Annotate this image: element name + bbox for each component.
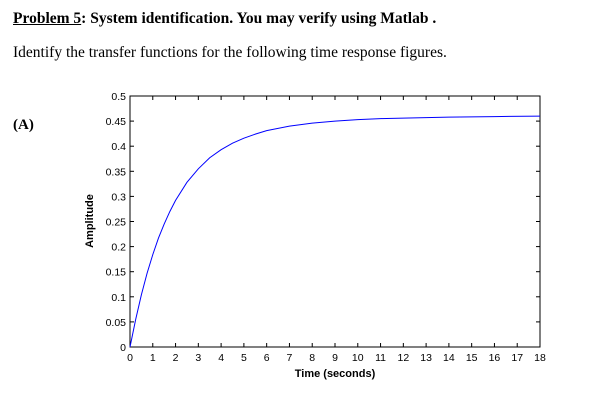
y-tick-label: 0.4	[111, 141, 126, 153]
x-tick-label: 12	[397, 352, 409, 364]
x-tick-label: 2	[173, 352, 179, 364]
x-tick-label: 18	[534, 352, 546, 364]
x-tick-label: 17	[511, 352, 523, 364]
plot-frame	[129, 95, 541, 348]
y-tick-label: 0.35	[106, 166, 127, 178]
y-tick-label: 0.3	[111, 191, 126, 203]
x-tick-label: 3	[195, 352, 201, 364]
x-tick-label: 10	[352, 352, 364, 364]
y-tick-labels: 0 0.05 0.1 0.15 0.2 0.25 0.3 0.35 0.4 0.45 0.5	[106, 91, 127, 354]
x-tick-label: 14	[443, 352, 455, 364]
x-tick-label: 13	[420, 352, 432, 364]
y-tick-label: 0.2	[111, 242, 126, 254]
x-tick-label: 7	[287, 352, 293, 364]
x-axis-label: Time (seconds)	[295, 368, 376, 380]
y-axis-label: Amplitude	[84, 194, 96, 248]
tick-marks	[129, 95, 541, 348]
problem-heading: Problem 5: System identification. You ma…	[13, 10, 436, 28]
part-label: (A)	[13, 117, 34, 133]
x-tick-label: 16	[489, 352, 501, 364]
x-tick-label: 6	[264, 352, 270, 364]
y-tick-label: 0.45	[106, 116, 127, 128]
problem-title: : System identification. You may verify …	[81, 10, 437, 27]
y-tick-label: 0.1	[111, 292, 126, 304]
x-tick-label: 4	[218, 352, 224, 364]
y-tick-label: 0.15	[106, 267, 127, 279]
x-tick-label: 0	[127, 352, 133, 364]
x-tick-labels: 0 1 2 3 4 5 6 7 8 9 10 11 12 13 14 15 16 17 18	[127, 352, 546, 364]
series-line	[129, 115, 541, 348]
x-tick-label: 9	[332, 352, 338, 364]
x-tick-label: 11	[375, 352, 386, 364]
y-tick-label: 0.25	[106, 217, 127, 229]
y-tick-label: 0.05	[106, 317, 127, 329]
x-tick-label: 8	[309, 352, 315, 364]
x-tick-label: 5	[241, 352, 247, 364]
x-tick-label: 1	[150, 352, 156, 364]
y-tick-label: 0	[120, 342, 126, 354]
y-tick-label: 0.5	[111, 91, 126, 103]
problem-number: Problem 5	[13, 10, 82, 27]
instruction-text: Identify the transfer functions for the …	[13, 44, 447, 61]
x-tick-label: 15	[466, 352, 478, 364]
